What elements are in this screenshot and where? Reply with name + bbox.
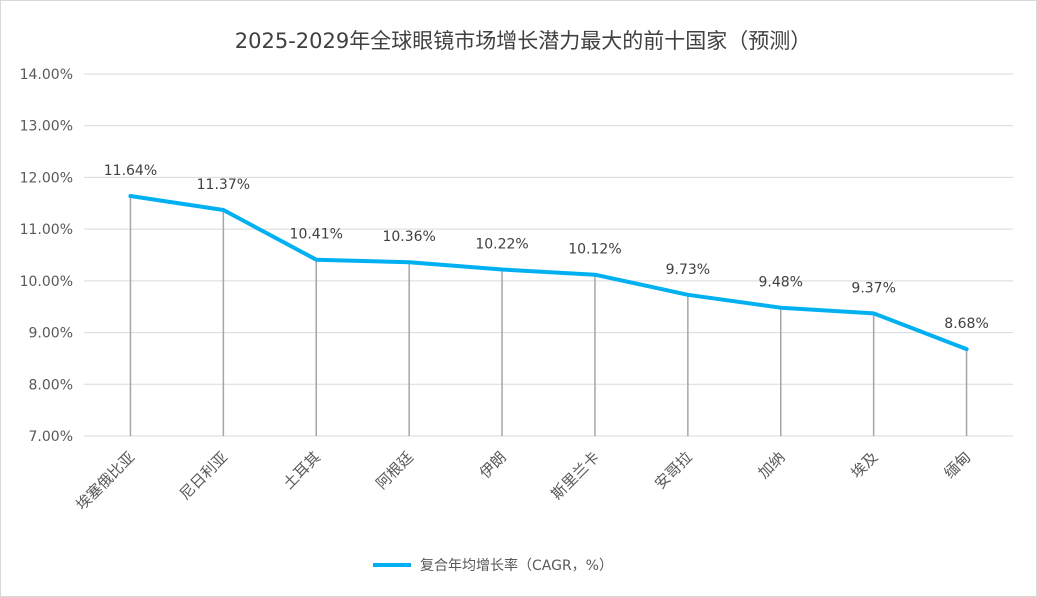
x-tick-label: 尼日利亚 [176,448,231,503]
x-tick-label: 加纳 [755,448,789,482]
series-line-layer [128,194,969,352]
y-tick-label: 14.00% [20,67,73,83]
x-tick-label: 土耳其 [280,448,325,493]
legend: 复合年均增长率（CAGR，%） [373,557,613,574]
legend-label: 复合年均增长率（CAGR，%） [420,557,613,574]
data-label: 10.36% [382,229,435,245]
data-label: 11.37% [197,177,250,193]
x-tick-label: 缅甸 [940,448,974,482]
y-tick-label: 12.00% [20,170,73,186]
data-label: 8.68% [944,316,988,332]
y-tick-label: 10.00% [20,274,73,290]
chart-title: 2025-2029年全球眼镜市场增长潜力最大的前十国家（预测） [235,29,811,53]
drop-lines [129,196,968,436]
data-label: 9.48% [759,275,803,291]
series-line [128,194,969,352]
y-tick-label: 8.00% [29,377,73,393]
x-tick-label: 埃塞俄比亚 [73,448,139,514]
x-tick-label: 斯里兰卡 [548,448,603,503]
x-tick-label: 阿根廷 [372,448,417,493]
y-axis-tick-labels: 7.00% 8.00% 9.00% 10.00% 11.00% 12.00% 13.00% 1… [20,67,73,445]
x-tick-label: 安哥拉 [651,448,696,493]
x-tick-label: 伊朗 [476,448,510,482]
data-label: 9.37% [851,280,895,296]
y-tick-label: 9.00% [29,326,73,342]
x-tick-label: 埃及 [848,448,882,482]
data-label: 10.41% [290,227,343,243]
data-labels: 11.64% 11.37% 10.41% 10.36% 10.22% 10.12% 9.73… [104,163,989,332]
y-tick-label: 13.00% [20,119,73,135]
data-label: 10.12% [568,242,621,258]
data-label: 9.73% [666,262,710,278]
x-axis-tick-labels: 埃塞俄比亚 尼日利亚 土耳其 阿根廷 伊朗 斯里兰卡 安哥拉 加纳 埃及 缅甸 [73,448,975,514]
data-label: 11.64% [104,163,157,179]
data-label: 10.22% [475,236,528,252]
y-tick-label: 11.00% [20,222,73,238]
gridlines [84,73,1013,437]
y-tick-label: 7.00% [29,429,73,445]
